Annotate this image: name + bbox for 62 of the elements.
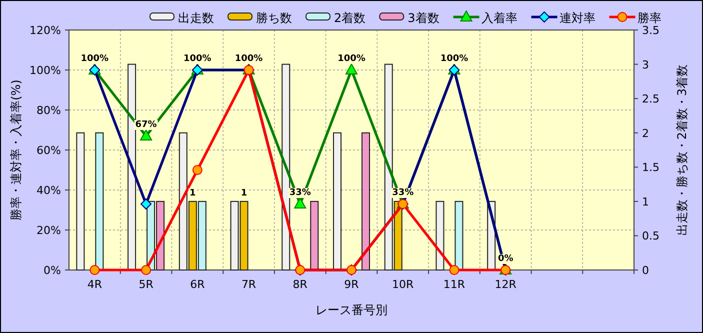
legend-label: 2着数 [334,11,366,25]
x-tick-label: 6R [190,278,206,291]
x-axis-title: レース番号別 [316,303,388,317]
data-label: 100% [184,54,212,64]
bar [436,200,444,270]
y-tick-label: 60% [36,144,61,157]
point [90,265,100,275]
y2-tick-label: 2 [642,126,649,140]
bar [128,64,136,270]
data-label: 100% [338,54,366,64]
legend-label: 出走数 [178,11,214,25]
bar [76,132,85,270]
point [140,130,152,140]
bar [454,200,464,270]
legend-label: 勝率 [637,11,662,25]
y2-tick-label: 0 [642,264,649,277]
legend-label: 勝ち数 [256,11,292,25]
data-label: 0% [498,254,514,264]
data-label: 33% [392,188,414,198]
x-tick-label: 5R [138,278,154,291]
x-tick-label: 12R [494,278,517,291]
y2-tick-label: 2.5 [642,92,660,106]
x-tick-label: 4R [87,278,102,291]
y2-tick-label: 0.5 [642,230,660,243]
y2-axis-title: 出走数・勝ち数・2着数・3着数 [675,64,689,236]
bar [95,132,104,270]
legend-label: 連対率 [559,11,596,25]
legend-label: 入着率 [481,11,518,25]
point [192,165,202,175]
bar [282,64,290,270]
x-tick-label: 10R [392,278,414,291]
bar [362,132,370,270]
data-label: 1 [190,188,196,198]
x-tick-label: 8R [292,278,308,291]
point [140,198,152,210]
x-tick-label: 9R [344,278,360,291]
y2-tick-label: 3.5 [642,24,660,37]
data-label: 100% [440,54,468,64]
data-label: 33% [289,188,311,198]
point [346,64,358,74]
y2-tick-label: 1.5 [642,161,660,174]
data-label: 67% [135,120,157,130]
x-tick-label: 7R [241,278,256,291]
y-tick-label: 100% [30,64,61,77]
y-axis-title: 勝率・連対率・入着率(%) [9,80,23,220]
point [449,265,460,275]
y2-tick-label: 1 [642,195,649,208]
y-tick-label: 20% [36,224,61,237]
x-tick-label: 11R [443,278,466,291]
y2-tick-label: 3 [642,58,649,72]
data-label: 1 [240,188,248,198]
bar [333,132,342,270]
data-label: 100% [234,54,263,64]
legend-label: 3着数 [408,11,440,25]
y-tick-label: 40% [36,184,61,197]
y-tick-label: 0% [44,264,61,277]
point [294,198,306,208]
y-tick-label: 120% [30,24,61,37]
y-tick-label: 80% [36,104,61,117]
data-label: 100% [80,54,109,64]
point [141,265,152,275]
bar [310,200,319,270]
